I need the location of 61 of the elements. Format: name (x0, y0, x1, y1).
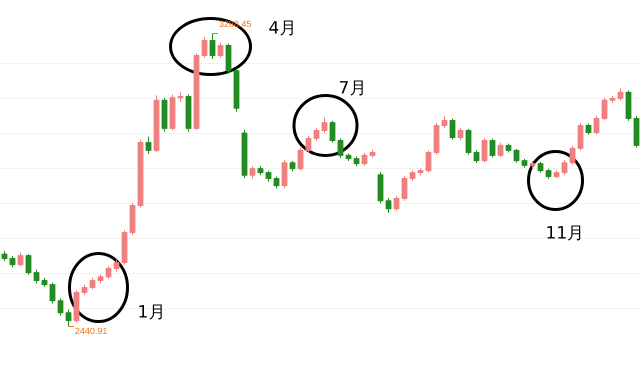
candlestick (50, 282, 56, 304)
candlestick (330, 120, 336, 144)
candlestick (562, 160, 568, 176)
candlestick (66, 309, 72, 327)
candlestick (106, 266, 112, 280)
candlestick (466, 128, 472, 156)
candlestick (18, 252, 24, 267)
candlestick (274, 176, 280, 189)
candlestick (338, 138, 344, 159)
candlestick (298, 147, 304, 172)
annotation: 4月 (268, 18, 296, 38)
candlestick (578, 122, 584, 151)
candlestick (490, 138, 496, 158)
candlestick (482, 138, 488, 164)
candlestick (146, 136, 152, 154)
candlestick (386, 198, 392, 214)
candlestick (314, 128, 320, 142)
annotation: 2440.91 (74, 326, 108, 336)
candlestick (570, 146, 576, 165)
candlestick (546, 168, 552, 180)
candlestick (354, 156, 360, 167)
candlestick (394, 196, 400, 212)
candlestick (290, 160, 296, 172)
candlestick (458, 128, 464, 141)
candlestick (538, 161, 544, 174)
candlestick (450, 118, 456, 140)
candlestick (258, 166, 264, 176)
candlestick (442, 115, 448, 129)
candlestick (602, 97, 608, 121)
candlestick (586, 122, 592, 136)
candlestick (210, 33, 216, 60)
candlestick (618, 88, 624, 102)
candlestick (410, 170, 416, 182)
candlestick (10, 255, 16, 268)
candlestick (514, 148, 520, 164)
candlestick (218, 42, 224, 58)
candlestick (90, 277, 96, 290)
candlestick (58, 298, 64, 316)
annotation: 1月 (138, 302, 166, 322)
candlestick (498, 142, 504, 158)
candlestick (26, 254, 32, 276)
candlestick (250, 166, 256, 179)
candlestick (362, 152, 368, 166)
candlestick (98, 274, 104, 284)
candlestick (114, 259, 120, 272)
candlestick (426, 150, 432, 174)
candlestick (282, 160, 288, 188)
candlestick (178, 91, 184, 103)
candlestick (34, 269, 40, 284)
candlestick (2, 250, 8, 262)
candlestick (402, 176, 408, 202)
candlestick (322, 117, 328, 134)
candlestick (306, 136, 312, 153)
candlestick (82, 284, 88, 296)
candlestick (42, 277, 48, 288)
annotation: 11月 (546, 224, 584, 244)
annotation: 7月 (338, 78, 366, 98)
candlestick (594, 115, 600, 136)
candlestick (474, 150, 480, 164)
candlestick (266, 170, 272, 182)
candlestick (202, 36, 208, 58)
